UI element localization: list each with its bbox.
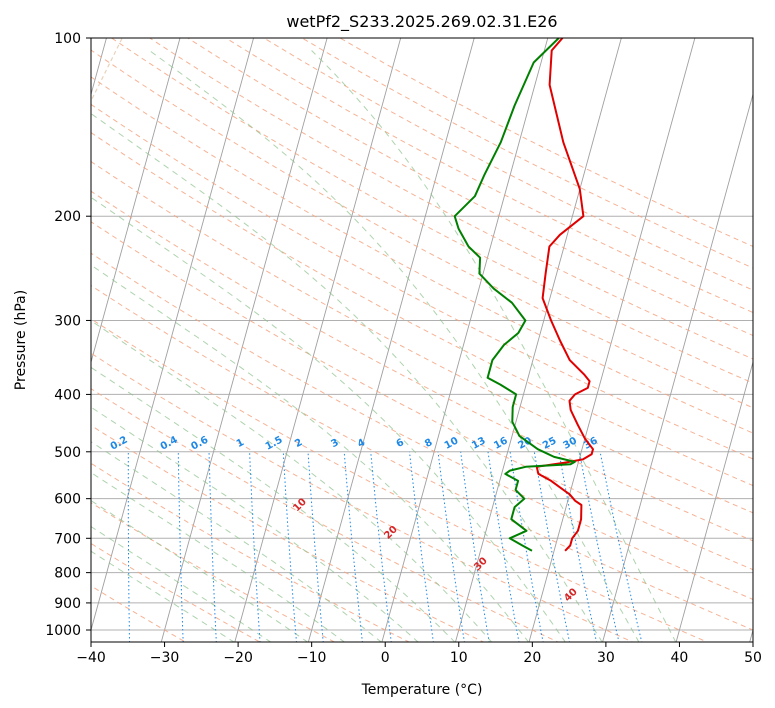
dry-adiabat [225,38,753,314]
moist-adiabat [91,196,566,642]
mixing-ratio-label: 1 [235,437,246,450]
y-tick-label: 900 [54,596,81,612]
mixing-ratio-label: 6 [395,437,406,450]
y-tick-label: 600 [54,492,81,508]
mixing-ratio-line [370,451,392,642]
line-labels: 0.10.20.40.611.52346810131620253036-100-… [91,435,600,605]
x-tick-label: −20 [223,650,253,666]
x-tick-label: 30 [597,650,615,666]
mixing-ratio-line [558,451,598,642]
mixing-ratio-label: 8 [423,437,434,450]
y-tick-label: 1000 [45,623,81,639]
temperature-line [535,38,594,552]
moist-adiabat [311,50,677,642]
y-tick-label: 300 [54,313,81,329]
isotherm-line [234,38,402,642]
moist-adiabat [91,320,493,642]
moist-adiabat [91,441,382,642]
mixing-ratio-line [249,451,261,642]
chart-title: wetPf2_S233.2025.269.02.31.E26 [286,12,557,32]
x-tick-label: −10 [297,650,327,666]
moist-adiabat [91,406,419,642]
dry-adiabat [91,252,753,600]
y-axis-label: Pressure (hPa) [13,290,29,390]
x-tick-label: 50 [744,650,762,666]
dry-adiabat [91,424,485,642]
mixing-ratio-line [127,451,131,642]
y-tick-label: 100 [54,31,81,47]
x-tick-label: −30 [150,650,180,666]
mixing-ratio-line [307,451,324,642]
mixing-ratio-line [599,451,643,642]
x-tick-label: −40 [76,650,106,666]
moist-adiabat [91,366,456,642]
moist-adiabat [91,113,603,642]
dry-adiabat [91,221,753,571]
moist-adiabat [91,550,235,642]
y-tick-label: 400 [54,387,81,403]
moist-adiabat [91,264,530,642]
mixing-ratio-line [437,451,465,642]
mixing-ratio-line [343,451,363,642]
isotherm-line [160,38,328,642]
y-tick-label: 800 [54,566,81,582]
mixing-ratio-line [282,451,297,642]
isotherm-line [91,38,255,632]
x-tick-label: 40 [671,650,689,666]
background-lines [91,38,753,642]
dry-adiabat [111,38,753,384]
plot-frame [90,37,754,643]
y-tick-label: 200 [54,209,81,225]
mixing-ratio-line [208,451,217,642]
y-tick-label: 700 [54,531,81,547]
dry-adiabat [91,352,634,642]
isotherm-line [675,360,753,642]
mixing-ratio-line [409,451,434,642]
mixing-ratio-line [460,451,490,642]
x-tick-label: 10 [450,650,468,666]
dry-adiabat [91,462,411,642]
dry-adiabat [91,388,560,642]
dry-adiabat [91,103,753,460]
isotherm-line [307,38,475,642]
axis-ticks: −40 −30 −20 −10 0 10 20 30 40 50 100 200 300 400 500 60… [45,31,762,666]
x-tick-label: 20 [523,650,541,666]
moist-adiabat [91,471,346,642]
x-axis-label: Temperature (°C) [361,682,483,698]
y-tick-label: 500 [54,445,81,461]
mixing-ratio-label: 2 [293,437,304,450]
mixing-ratio-line [533,451,570,642]
isotherm-line [381,38,549,642]
sounding-profiles [453,38,594,552]
mixing-ratio-line [177,451,184,642]
dry-adiabat [187,38,753,337]
mixing-ratio-label: 3 [329,437,340,450]
dry-adiabat [91,284,753,631]
dry-adiabat [91,160,753,514]
moist-adiabat [149,50,640,642]
x-tick-label: 0 [381,650,390,666]
isotherm-line [91,38,181,364]
mixing-ratio-label: 4 [356,437,367,450]
isotherm-line [528,38,696,642]
dewpoint-line [453,38,576,552]
mixing-ratio-line [578,451,620,642]
mixing-ratio-line [509,451,544,642]
dry-adiabat [91,502,336,642]
mixing-ratio-line [487,451,520,642]
isotherm-line [455,38,622,642]
dry-adiabat [91,585,187,642]
